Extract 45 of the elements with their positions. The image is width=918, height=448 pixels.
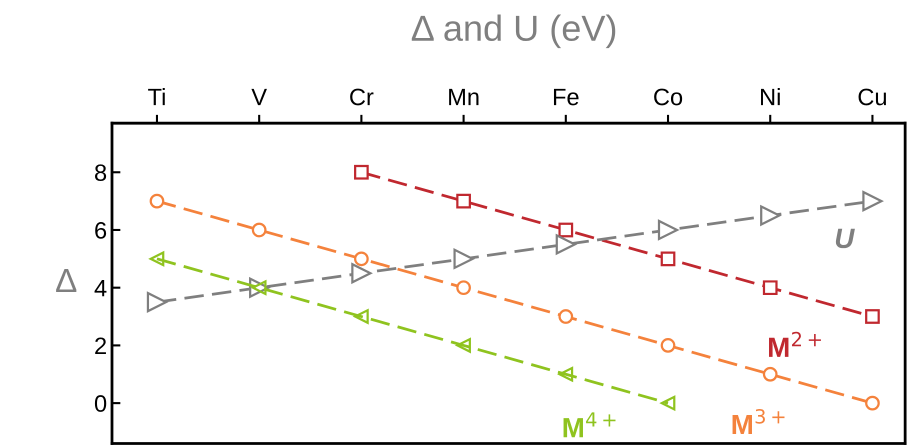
chart-title: Δ and U (eV) [412, 14, 616, 48]
x-tick-label: V [251, 88, 267, 106]
x-tick-label: Cr [350, 88, 374, 106]
point [351, 263, 372, 284]
y-tick-label: 6 [95, 222, 106, 239]
point [660, 338, 676, 353]
x-tick-label: Co [654, 88, 682, 106]
point [660, 251, 676, 266]
point [658, 220, 678, 240]
point [146, 292, 168, 312]
point [660, 396, 676, 410]
x-tick-label: Fe [554, 88, 579, 106]
point [453, 248, 474, 269]
point [252, 222, 267, 238]
x-tick-label: Cu [858, 88, 886, 106]
point [354, 164, 369, 180]
series-label: M$^{2+}$ [769, 332, 821, 357]
point [456, 338, 471, 353]
point [354, 309, 369, 324]
x-tick-label: Ni [761, 88, 780, 106]
y-tick-label: 4 [94, 280, 106, 296]
point [865, 309, 880, 324]
point [354, 251, 369, 266]
point [862, 190, 883, 212]
point [865, 396, 880, 410]
y-tick-label: 0 [94, 395, 106, 412]
y-axis-title: Δ [56, 269, 76, 292]
point [150, 251, 164, 266]
point [150, 194, 164, 208]
point [456, 194, 471, 208]
point [558, 366, 574, 382]
y-tick-label: 2 [95, 337, 106, 354]
series-label: M$^{3+}$ [732, 408, 784, 434]
series-label: U [836, 228, 855, 248]
point [558, 309, 574, 324]
point [762, 366, 778, 382]
point [760, 205, 780, 226]
point [558, 222, 574, 238]
x-tick-label: Mn [449, 88, 478, 106]
series-label: M$^{4+}$ [564, 412, 616, 438]
y-tick-label: 8 [95, 164, 106, 182]
point [556, 234, 576, 255]
point [456, 280, 471, 296]
point [762, 280, 778, 296]
x-tick-label: Ti [148, 88, 165, 106]
